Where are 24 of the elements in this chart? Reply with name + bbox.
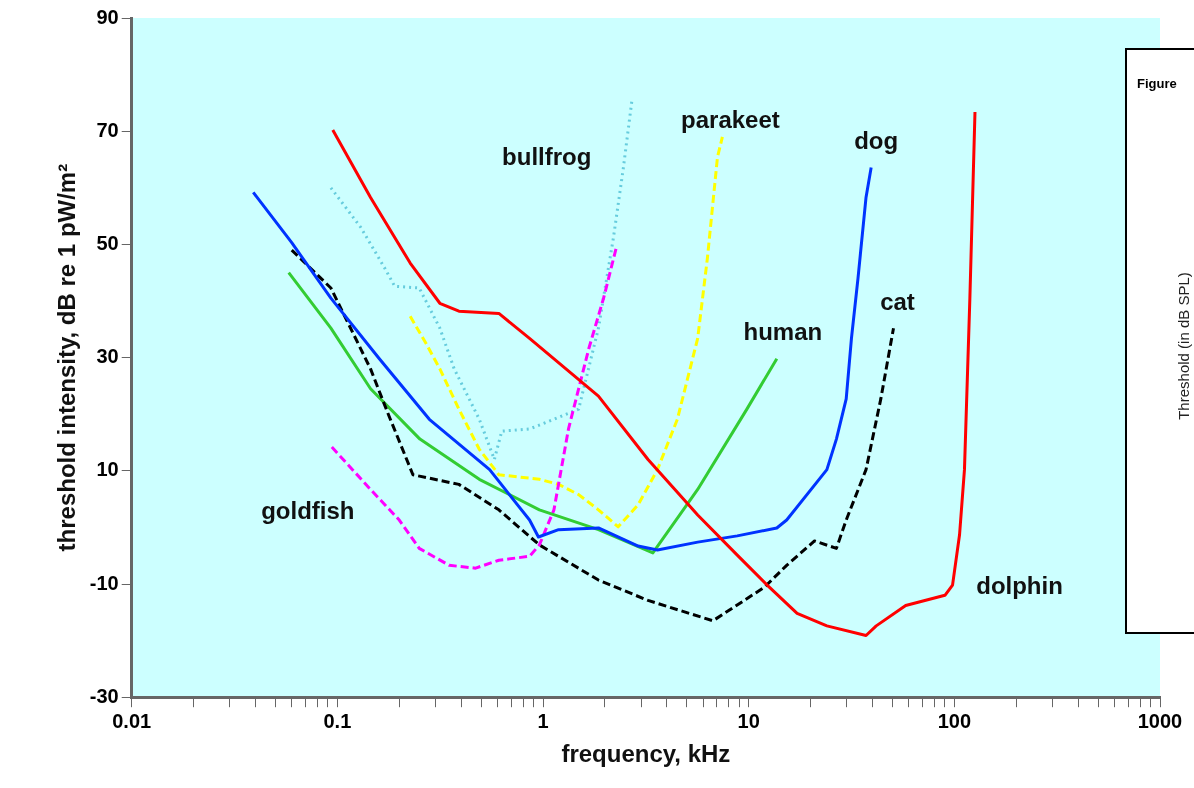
series-label: dolphin <box>976 571 1063 599</box>
series-label: bullfrog <box>502 143 592 171</box>
series-label: goldfish <box>261 496 355 524</box>
y-tick-label: 10 <box>96 458 119 481</box>
x-tick-label: 10 <box>737 709 760 732</box>
x-tick-label: 100 <box>937 709 972 732</box>
y-tick-label: -10 <box>89 571 119 594</box>
y-tick-label: -30 <box>89 684 119 707</box>
text: Figure <box>1137 76 1177 91</box>
series-label: parakeet <box>681 106 780 134</box>
y-tick-label: 30 <box>96 345 119 368</box>
x-tick-label: 0.01 <box>112 709 152 732</box>
series-label: dog <box>854 127 899 155</box>
x-tick-label: 1000 <box>1137 709 1183 732</box>
text: Threshold (in dB SPL) <box>1174 272 1192 420</box>
y-tick-label: 90 <box>96 5 119 28</box>
y-tick-label: 50 <box>96 231 119 254</box>
y-tick-label: 70 <box>96 118 119 141</box>
series-label: human <box>743 318 823 346</box>
x-axis-title: frequency, kHz <box>561 740 731 768</box>
x-tick-label: 1 <box>537 709 549 732</box>
y-axis-title: threshold intensity, dB re 1 pW/m² <box>53 163 81 552</box>
series-label: cat <box>880 287 915 315</box>
x-tick-label: 0.1 <box>323 709 352 732</box>
